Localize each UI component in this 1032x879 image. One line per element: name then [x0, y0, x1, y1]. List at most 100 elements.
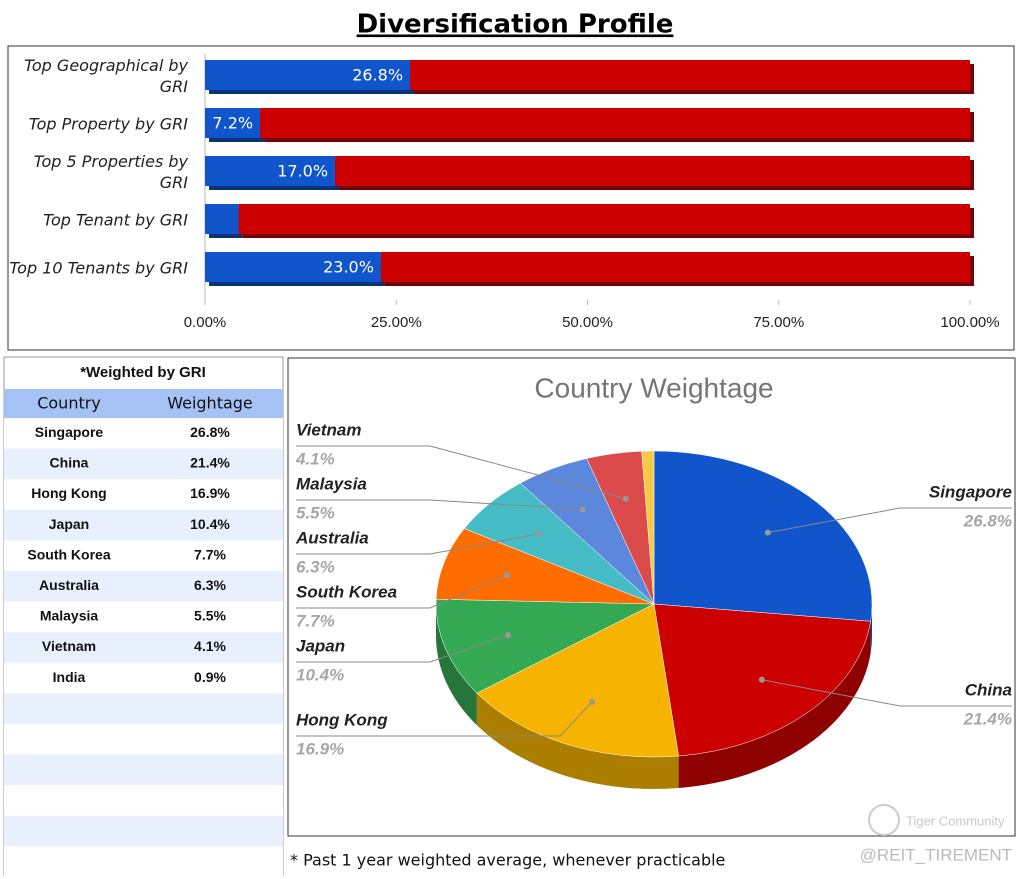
table-title: *Weighted by GRI: [80, 364, 206, 381]
slice-label: China: [965, 680, 1012, 699]
leader-line: [296, 499, 583, 510]
table-row-bg: [4, 724, 283, 755]
leader-dot: [579, 506, 586, 513]
table-row-bg: [4, 693, 283, 724]
bar: [410, 60, 970, 90]
leader-dot: [758, 676, 765, 683]
pie-side: [476, 693, 679, 790]
table-cell: 26.8%: [190, 424, 230, 440]
page-title: Diversification Profile: [357, 10, 674, 40]
table-cell: Australia: [39, 577, 99, 593]
table-cell: Malaysia: [40, 608, 99, 624]
y-tick-label: Top 5 Properties by GRI: [33, 152, 188, 192]
leader-dot: [535, 530, 542, 537]
table-header-bg: [4, 389, 283, 418]
slice-value: 4.1%: [295, 449, 335, 468]
slice-label: Australia: [295, 528, 369, 547]
table-cell: 7.7%: [194, 546, 226, 562]
watermark: Tiger Community: [906, 813, 1005, 828]
leader-line: [296, 701, 593, 737]
bar: [205, 204, 239, 234]
leader-line: [761, 679, 1012, 707]
leader-line: [296, 574, 508, 609]
table-cell: 4.1%: [194, 638, 226, 654]
slice-label: Hong Kong: [296, 710, 388, 729]
bar: [205, 60, 411, 90]
watermark-logo: [868, 804, 900, 836]
data-label: 26.8%: [352, 66, 403, 85]
data-label: 7.2%: [212, 114, 253, 133]
slice-label: South Korea: [296, 582, 397, 601]
y-tick-label: Top 10 Tenants by GRI: [9, 258, 188, 278]
slice-label: Japan: [296, 636, 345, 655]
table-row-bg: [4, 785, 283, 816]
table-row-bg: [4, 448, 283, 480]
data-label: 23.0%: [323, 258, 374, 277]
table-cell: 0.9%: [194, 669, 226, 685]
leader-line: [296, 533, 539, 555]
pie-slice: [435, 598, 655, 694]
table-cell: 16.9%: [190, 485, 230, 501]
table-row-bg: [4, 662, 283, 694]
table-cell: Singapore: [35, 424, 104, 440]
table-cell: 6.3%: [194, 577, 226, 593]
table-cell: Japan: [49, 516, 89, 532]
slice-value: 6.3%: [296, 557, 335, 576]
bar: [260, 108, 971, 138]
y-tick-label: Top Geographical by GRI: [24, 56, 188, 96]
x-tick-label: 75.00%: [753, 314, 804, 331]
x-tick-label: 100.00%: [940, 314, 999, 331]
slice-label: Singapore: [929, 482, 1012, 501]
x-tick-label: 50.00%: [562, 314, 613, 331]
table-cell: 5.5%: [194, 608, 226, 624]
leader-dot: [622, 495, 629, 502]
y-tick-label: Top Tenant by GRI: [43, 210, 188, 230]
slice-value: 7.7%: [296, 611, 335, 630]
bar: [380, 252, 970, 282]
table-cell: China: [50, 455, 89, 471]
bar: [205, 252, 381, 282]
pie-slice: [476, 603, 679, 758]
leader-line: [767, 507, 1012, 534]
table-row-bg: [4, 632, 283, 663]
pie-side: [870, 604, 872, 654]
x-tick-label: 0.00%: [184, 314, 227, 331]
x-tick-label: 25.00%: [371, 314, 422, 331]
table-cell: India: [53, 669, 86, 685]
watermark: @REIT_TIREMENT: [860, 845, 1012, 864]
bar: [335, 156, 970, 186]
pie-side: [436, 604, 477, 726]
table-row-bg: [4, 846, 283, 877]
pie-side: [678, 621, 871, 789]
pie-slice: [653, 450, 873, 622]
leader-line: [296, 634, 509, 663]
leader-dot: [504, 572, 511, 579]
table-cell: 21.4%: [190, 455, 230, 471]
slice-value: 10.4%: [296, 665, 344, 684]
table-cell: 10.4%: [190, 516, 230, 532]
leader-dot: [505, 632, 512, 639]
table-cell: Hong Kong: [31, 485, 106, 501]
pie-slice: [641, 450, 655, 605]
slice-value: 16.9%: [296, 739, 344, 758]
pie-panel: [287, 357, 1016, 837]
slice-value: 26.8%: [963, 511, 1012, 530]
slice-label: Malaysia: [296, 474, 367, 493]
table-row-bg: [4, 479, 283, 510]
bar: [238, 204, 970, 234]
table-header: Weightage: [167, 394, 253, 413]
pie-slice: [435, 528, 655, 605]
table-row-bg: [4, 418, 283, 449]
slice-label: Vietnam: [296, 420, 362, 439]
table-row-bg: [4, 571, 283, 602]
bar: [205, 108, 261, 138]
leader-dot: [589, 698, 596, 705]
table-row-bg: [4, 815, 283, 847]
slice-value: 21.4%: [963, 709, 1012, 728]
table-header: Country: [37, 394, 101, 413]
chart-title: Country Weightage: [534, 372, 773, 403]
table-row-bg: [4, 601, 283, 633]
footnote: * Past 1 year weighted average, whenever…: [290, 851, 725, 870]
table-cell: Vietnam: [42, 638, 96, 654]
